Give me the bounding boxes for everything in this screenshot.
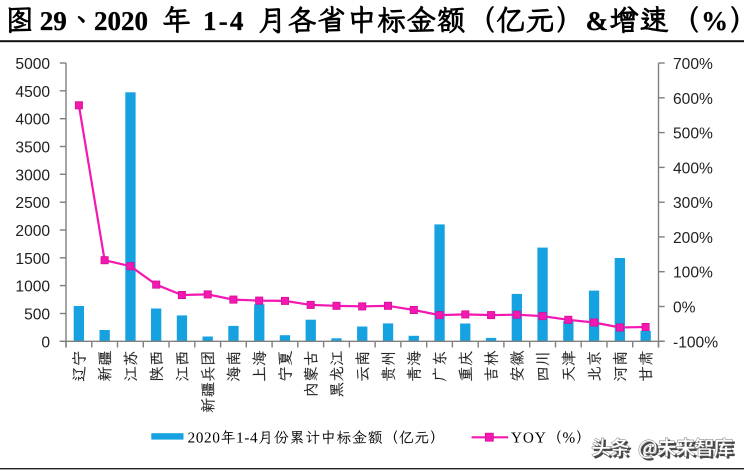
svg-text:500%: 500% — [673, 126, 713, 143]
svg-text:600%: 600% — [673, 91, 713, 108]
svg-text:400%: 400% — [673, 160, 713, 177]
svg-text:2000: 2000 — [15, 223, 50, 240]
svg-text:1000: 1000 — [15, 279, 50, 296]
svg-text:2500: 2500 — [15, 195, 50, 212]
svg-text:-100%: -100% — [673, 334, 718, 351]
svg-text:4500: 4500 — [15, 84, 50, 101]
svg-text:3000: 3000 — [15, 167, 50, 184]
svg-text:100%: 100% — [673, 265, 713, 282]
svg-text:4000: 4000 — [15, 112, 50, 129]
svg-text:5000: 5000 — [15, 56, 50, 73]
svg-text:1500: 1500 — [15, 251, 50, 268]
svg-text:0%: 0% — [673, 300, 696, 317]
svg-text:3500: 3500 — [15, 140, 50, 157]
svg-text:300%: 300% — [673, 195, 713, 212]
svg-text:500: 500 — [24, 307, 50, 324]
svg-text:700%: 700% — [673, 56, 713, 73]
svg-text:0: 0 — [41, 334, 50, 351]
svg-text:200%: 200% — [673, 230, 713, 247]
